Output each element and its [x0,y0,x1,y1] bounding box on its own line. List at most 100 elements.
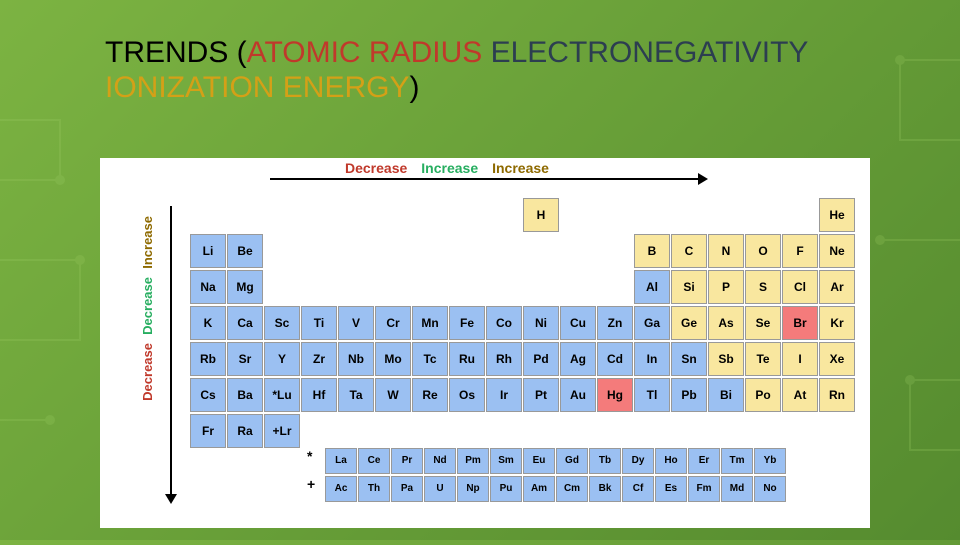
trend-label: Decrease [140,343,155,401]
empty-cell [412,234,448,268]
trend-label: Increase [421,160,478,176]
element-cell-sn: Sn [671,342,707,376]
title-fragment [482,36,490,69]
period-row: LiBeBCNOFNe [190,234,856,270]
element-cell-ne: Ne [819,234,855,268]
element-cell-b: B [634,234,670,268]
element-cell-k: K [190,306,226,340]
element-cell-si: Si [671,270,707,304]
element-cell-hg: Hg [597,378,633,412]
element-cell-zn: Zn [597,306,633,340]
empty-cell [486,270,522,304]
empty-cell [634,414,670,448]
empty-cell [597,414,633,448]
empty-cell [375,234,411,268]
element-cell-i: I [782,342,818,376]
element-cell-te: Te [745,342,781,376]
empty-cell [412,198,448,232]
element-cell-am: Am [523,476,555,502]
empty-cell [523,234,559,268]
trend-label: Increase [492,160,549,176]
element-cell-eu: Eu [523,448,555,474]
element-cell-rn: Rn [819,378,855,412]
element-cell-cr: Cr [375,306,411,340]
empty-cell [523,270,559,304]
element-cell-he: He [819,198,855,232]
element-cell-nd: Nd [424,448,456,474]
element-cell-ar: Ar [819,270,855,304]
fblock-row: AcThPaUNpPuAmCmBkCfEsFmMdNo [325,476,787,504]
trend-label: Decrease [345,160,407,176]
element-cell-os: Os [449,378,485,412]
element-cell-ba: Ba [227,378,263,412]
element-cell-cs: Cs [190,378,226,412]
empty-cell [560,234,596,268]
element-cell-c: C [671,234,707,268]
slide-title: TRENDS (ATOMIC RADIUS ELECTRONEGATIVITY … [105,36,960,105]
element-cell-ga: Ga [634,306,670,340]
empty-cell [375,270,411,304]
element-cell-sr: Sr [227,342,263,376]
element-cell-cm: Cm [556,476,588,502]
periodic-table-chart: Decrease Increase Increase Increase Decreas… [100,158,870,528]
element-cell-ac: Ac [325,476,357,502]
period-row: KCaScTiVCrMnFeCoNiCuZnGaGeAsSeBrKr [190,306,856,342]
element-cell-at: At [782,378,818,412]
empty-cell [708,198,744,232]
empty-cell [560,270,596,304]
empty-cell [301,414,337,448]
element-cell-ag: Ag [560,342,596,376]
title-fragment: ATOMIC RADIUS [247,36,483,69]
vertical-trend-labels: IncreaseDecreaseDecrease [140,208,155,400]
element-cell-la: La [325,448,357,474]
period-row: FrRa+Lr [190,414,856,450]
element-cell-ti: Ti [301,306,337,340]
element-cell-s: S [745,270,781,304]
empty-cell [375,414,411,448]
element-cell-kr: Kr [819,306,855,340]
empty-cell [560,198,596,232]
empty-cell [449,198,485,232]
element-cell-ho: Ho [655,448,687,474]
element-cell-p: P [708,270,744,304]
horizontal-trend-arrow [270,178,700,180]
element-cell-no: No [754,476,786,502]
element-cell-mg: Mg [227,270,263,304]
element-cell-ra: Ra [227,414,263,448]
period-row: CsBa*LuHfTaWReOsIrPtAuHgTlPbBiPoAtRn [190,378,856,414]
trend-label: Increase [140,216,155,269]
empty-cell [782,414,818,448]
element-cell-pa: Pa [391,476,423,502]
element-cell-tm: Tm [721,448,753,474]
element-cell-sm: Sm [490,448,522,474]
element-cell-na: Na [190,270,226,304]
empty-cell [708,414,744,448]
element-cell-bk: Bk [589,476,621,502]
empty-cell [745,414,781,448]
element-cell-ge: Ge [671,306,707,340]
empty-cell [597,198,633,232]
element-cell-n: N [708,234,744,268]
element-cell-tb: Tb [589,448,621,474]
element-cell-tl: Tl [634,378,670,412]
element-cell-xe: Xe [819,342,855,376]
empty-cell [301,270,337,304]
element-cell-se: Se [745,306,781,340]
empty-cell [375,198,411,232]
empty-cell [449,270,485,304]
element-cell-bi: Bi [708,378,744,412]
element-cell-po: Po [745,378,781,412]
period-row: NaMgAlSiPSClAr [190,270,856,306]
element-cell-es: Es [655,476,687,502]
element-cell-pd: Pd [523,342,559,376]
empty-cell [560,414,596,448]
period-row: RbSrYZrNbMoTcRuRhPdAgCdInSnSbTeIXe [190,342,856,378]
fblock-marker: + [307,476,315,492]
element-cell-al: Al [634,270,670,304]
element-cell-as: As [708,306,744,340]
element-cell-fm: Fm [688,476,720,502]
element-cell-pu: Pu [490,476,522,502]
element-cell-pt: Pt [523,378,559,412]
element-cell-ta: Ta [338,378,374,412]
element-cell-er: Er [688,448,720,474]
